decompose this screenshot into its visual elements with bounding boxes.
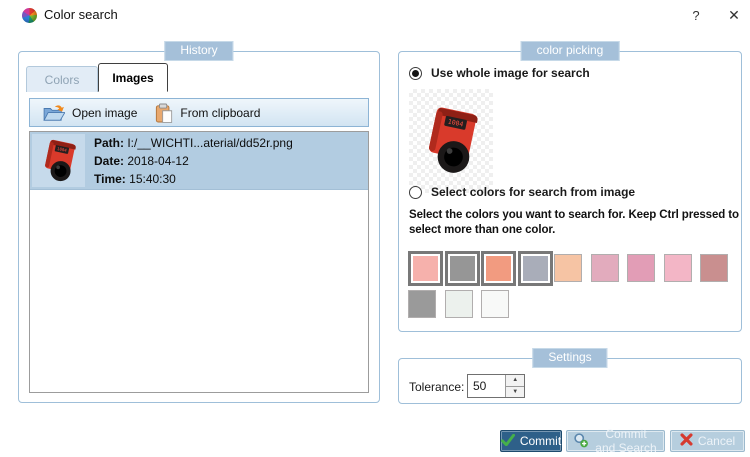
open-image-button[interactable]: Open image — [34, 101, 146, 125]
radio-use-whole-image-label: Use whole image for search — [431, 66, 590, 80]
check-icon — [500, 433, 515, 449]
history-group-label: History — [164, 41, 234, 61]
tab-images[interactable]: Images — [98, 63, 168, 92]
history-group: History Colors Images Open image F — [18, 41, 380, 403]
color-swatch[interactable] — [554, 254, 582, 282]
radio-button-icon[interactable] — [409, 185, 422, 199]
color-picking-group-label: color picking — [520, 41, 620, 61]
radio-button-icon[interactable] — [409, 66, 422, 80]
commit-and-search-button[interactable]: Commit and Search — [566, 427, 665, 455]
color-swatch[interactable] — [517, 250, 553, 286]
swatch-row-2 — [408, 288, 518, 320]
color-wheel-icon — [22, 8, 37, 23]
tolerance-value[interactable]: 50 — [473, 379, 487, 393]
search-plus-icon — [573, 432, 589, 451]
item-path: Path: I:/__WICHTI...aterial/dd52r.png — [94, 135, 293, 150]
color-swatch[interactable] — [700, 254, 728, 282]
titlebar: Color search ? ✕ — [0, 0, 750, 30]
radio-select-colors-label: Select colors for search from image — [431, 185, 636, 199]
commit-and-search-label: Commit and Search — [595, 427, 657, 455]
color-swatch[interactable] — [408, 290, 436, 318]
color-swatch[interactable] — [481, 250, 516, 286]
history-toolbar: Open image From clipboard — [29, 98, 369, 127]
clipboard-icon — [155, 103, 173, 123]
from-clipboard-button[interactable]: From clipboard — [146, 101, 269, 125]
radio-use-whole-image[interactable]: Use whole image for search — [409, 66, 590, 80]
item-date: Date: 2018-04-12 — [94, 153, 189, 168]
color-swatch[interactable] — [663, 254, 692, 282]
color-swatch[interactable] — [627, 254, 655, 282]
item-details: Path: I:/__WICHTI...aterial/dd52r.png Da… — [94, 134, 293, 188]
help-button[interactable]: ? — [692, 7, 700, 23]
tolerance-label: Tolerance: — [409, 380, 465, 394]
search-image-preview — [409, 89, 493, 193]
open-folder-icon — [43, 104, 65, 122]
item-time: Time: 15:40:30 — [94, 171, 176, 186]
settings-group: Settings Tolerance: 50 — [398, 348, 742, 404]
cancel-label: Cancel — [697, 434, 736, 448]
cancel-button[interactable]: Cancel — [670, 430, 745, 452]
swatch-instruction-text: Select the colors you want to search for… — [409, 209, 739, 236]
close-button[interactable]: ✕ — [728, 6, 740, 23]
spin-up-icon[interactable] — [506, 375, 524, 387]
spin-down-icon[interactable] — [506, 386, 524, 397]
red-x-icon — [680, 433, 693, 449]
color-swatch[interactable] — [444, 250, 480, 286]
color-picking-group: color picking Use whole image for search… — [398, 41, 742, 332]
item-thumbnail-device-image — [32, 134, 85, 187]
color-swatch[interactable] — [590, 254, 619, 282]
commit-button[interactable]: Commit — [500, 430, 562, 452]
history-list[interactable]: Path: I:/__WICHTI...aterial/dd52r.png Da… — [29, 131, 369, 393]
spinner-buttons — [505, 375, 524, 397]
tolerance-spinbox[interactable]: 50 — [467, 374, 525, 398]
settings-group-label: Settings — [532, 348, 608, 368]
window-title: Color search — [44, 7, 118, 22]
color-swatch[interactable] — [408, 250, 443, 286]
swatch-row-1 — [408, 249, 737, 287]
color-swatch[interactable] — [444, 290, 473, 318]
commit-label: Commit — [519, 434, 562, 448]
open-image-label: Open image — [72, 105, 138, 120]
tab-colors[interactable]: Colors — [26, 66, 98, 92]
history-list-item[interactable]: Path: I:/__WICHTI...aterial/dd52r.png Da… — [30, 132, 368, 190]
radio-select-colors[interactable]: Select colors for search from image — [409, 185, 635, 199]
from-clipboard-label: From clipboard — [180, 105, 261, 120]
color-swatch[interactable] — [481, 290, 509, 318]
